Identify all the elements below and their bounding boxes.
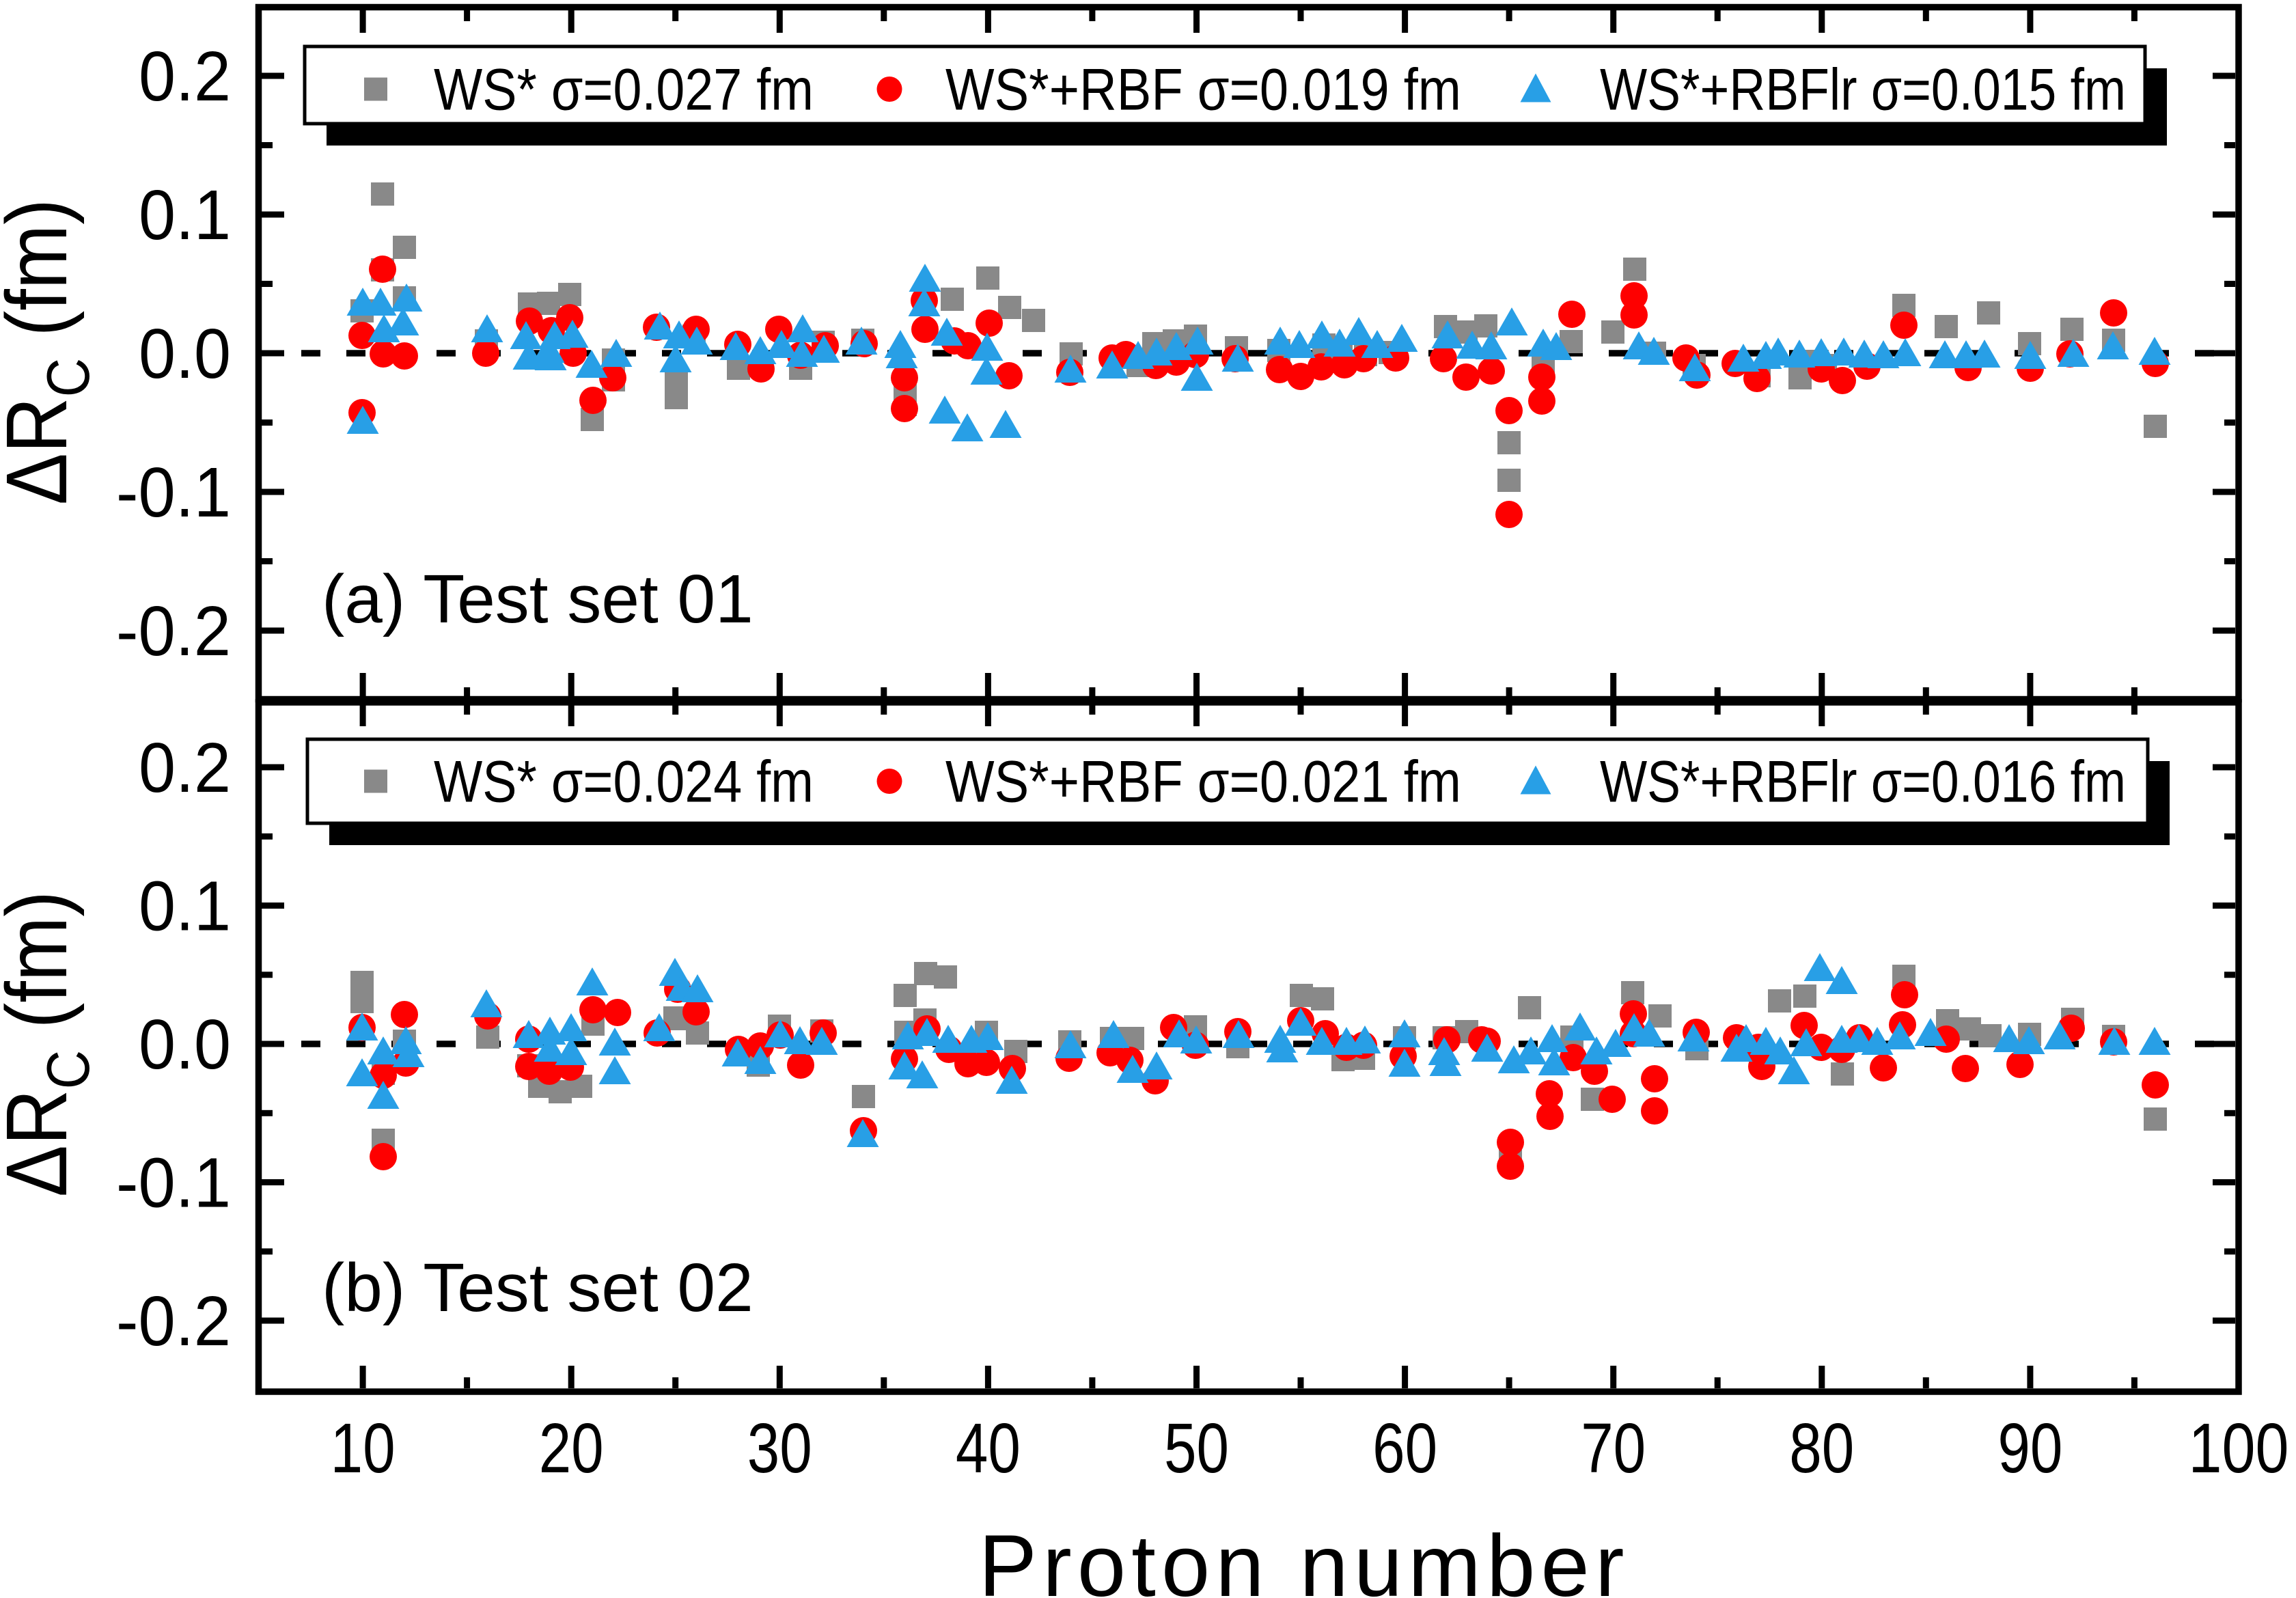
- svg-text:0.1: 0.1: [139, 176, 231, 254]
- svg-text:0.2: 0.2: [139, 37, 231, 115]
- svg-text:0.0: 0.0: [139, 1005, 231, 1084]
- svg-text:WS*+RBFlr σ=0.016 fm: WS*+RBFlr σ=0.016 fm: [1600, 749, 2126, 815]
- svg-text:70: 70: [1581, 1409, 1646, 1487]
- svg-text:WS*+RBFlr σ=0.015 fm: WS*+RBFlr σ=0.015 fm: [1600, 57, 2126, 123]
- svg-text:50: 50: [1164, 1409, 1229, 1487]
- svg-text:40: 40: [956, 1409, 1021, 1487]
- svg-text:WS* σ=0.027 fm: WS* σ=0.027 fm: [434, 57, 814, 123]
- svg-text:0.1: 0.1: [139, 867, 231, 946]
- svg-text:80: 80: [1789, 1409, 1854, 1487]
- svg-text:(b) Test set 02: (b) Test set 02: [322, 1250, 753, 1326]
- svg-text:(a) Test set 01: (a) Test set 01: [322, 561, 753, 637]
- svg-text:10: 10: [331, 1409, 396, 1487]
- svg-text:30: 30: [747, 1409, 812, 1487]
- svg-text:60: 60: [1372, 1409, 1437, 1487]
- svg-text:WS*+RBF σ=0.021 fm: WS*+RBF σ=0.021 fm: [945, 749, 1461, 815]
- svg-text:-0.1: -0.1: [116, 453, 231, 532]
- svg-text:-0.1: -0.1: [116, 1144, 231, 1222]
- svg-text:Proton number: Proton number: [979, 1517, 1624, 1598]
- svg-text:-0.2: -0.2: [116, 592, 231, 670]
- svg-text:20: 20: [539, 1409, 604, 1487]
- svg-text:-0.2: -0.2: [116, 1282, 231, 1360]
- svg-text:0.2: 0.2: [139, 728, 231, 807]
- svg-text:WS*+RBF σ=0.019 fm: WS*+RBF σ=0.019 fm: [945, 57, 1461, 123]
- svg-text:WS* σ=0.024 fm: WS* σ=0.024 fm: [434, 749, 814, 815]
- svg-text:100: 100: [2189, 1409, 2289, 1487]
- svg-text:90: 90: [1997, 1409, 2062, 1487]
- svg-text:0.0: 0.0: [139, 314, 231, 393]
